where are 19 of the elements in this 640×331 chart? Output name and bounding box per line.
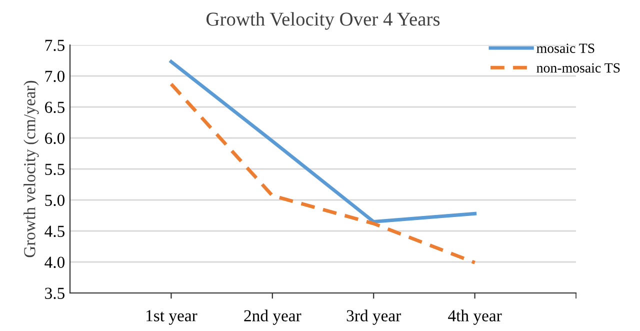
y-tick-label: 4.5 — [44, 226, 64, 238]
x-tick-label: 4th year — [448, 310, 502, 325]
x-tick-label: 1st year — [146, 310, 198, 325]
y-tick-label: 6.0 — [45, 132, 65, 144]
legend-label: non-mosaic TS — [536, 63, 620, 73]
y-tick-label: 7.0 — [45, 70, 65, 82]
y-tick-label: 3.5 — [45, 288, 64, 300]
line-series — [169, 82, 477, 264]
y-tick-label: 5.0 — [45, 194, 65, 206]
y-tick-label: 6.5 — [45, 102, 64, 114]
x-tick-label: 2nd year — [244, 310, 302, 325]
x-tick-label: 3rd year — [346, 310, 401, 325]
line-series — [169, 60, 477, 224]
y-axis-title: Growth velocity (cm/year) — [24, 80, 39, 258]
y-tick-label: 4.0 — [44, 256, 65, 268]
legend-label: mosaic TS — [536, 44, 594, 53]
chart-title: Growth Velocity Over 4 Years — [206, 12, 440, 30]
y-tick-label: 7.5 — [45, 40, 64, 52]
y-tick-label: 5.5 — [45, 164, 64, 176]
